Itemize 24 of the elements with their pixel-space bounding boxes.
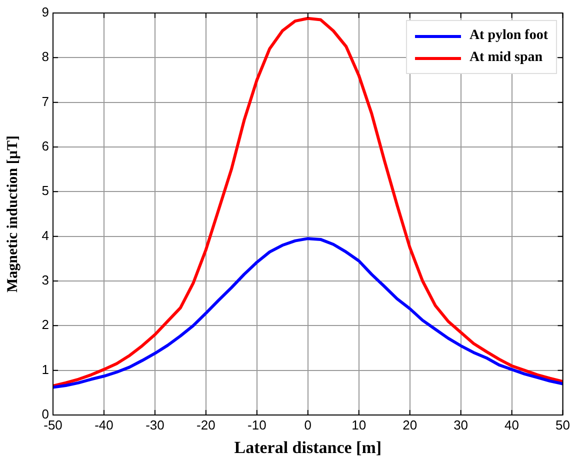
x-tick-label: -40	[94, 417, 114, 432]
y-tick-label: 8	[42, 49, 49, 64]
y-tick-label: 1	[42, 362, 49, 377]
y-tick-label: 7	[42, 94, 49, 109]
x-axis-title: Lateral distance [m]	[234, 438, 382, 458]
x-tick-label: 10	[352, 417, 366, 432]
legend-label: At pylon foot	[469, 28, 548, 44]
x-tick-label: 40	[504, 417, 520, 432]
y-tick-label: 3	[42, 272, 49, 288]
legend-label: At mid span	[469, 50, 543, 66]
x-tick-label: 20	[402, 417, 418, 432]
y-tick-label: 2	[42, 317, 49, 332]
x-tick-label: -30	[146, 417, 164, 432]
y-tick-label: 4	[42, 228, 49, 243]
y-tick-label: 5	[42, 183, 49, 198]
y-tick-label: 6	[42, 138, 49, 154]
y-tick-label: 9	[42, 4, 49, 20]
x-tick-label: 50	[556, 417, 570, 432]
y-axis-title: Magnetic induction [µT]	[4, 136, 21, 292]
x-tick-label: -20	[196, 417, 216, 432]
x-tick-label: 30	[454, 417, 468, 432]
x-tick-label: 0	[304, 417, 312, 432]
x-tick-label: -10	[248, 417, 266, 432]
y-tick-label: 0	[42, 406, 49, 422]
